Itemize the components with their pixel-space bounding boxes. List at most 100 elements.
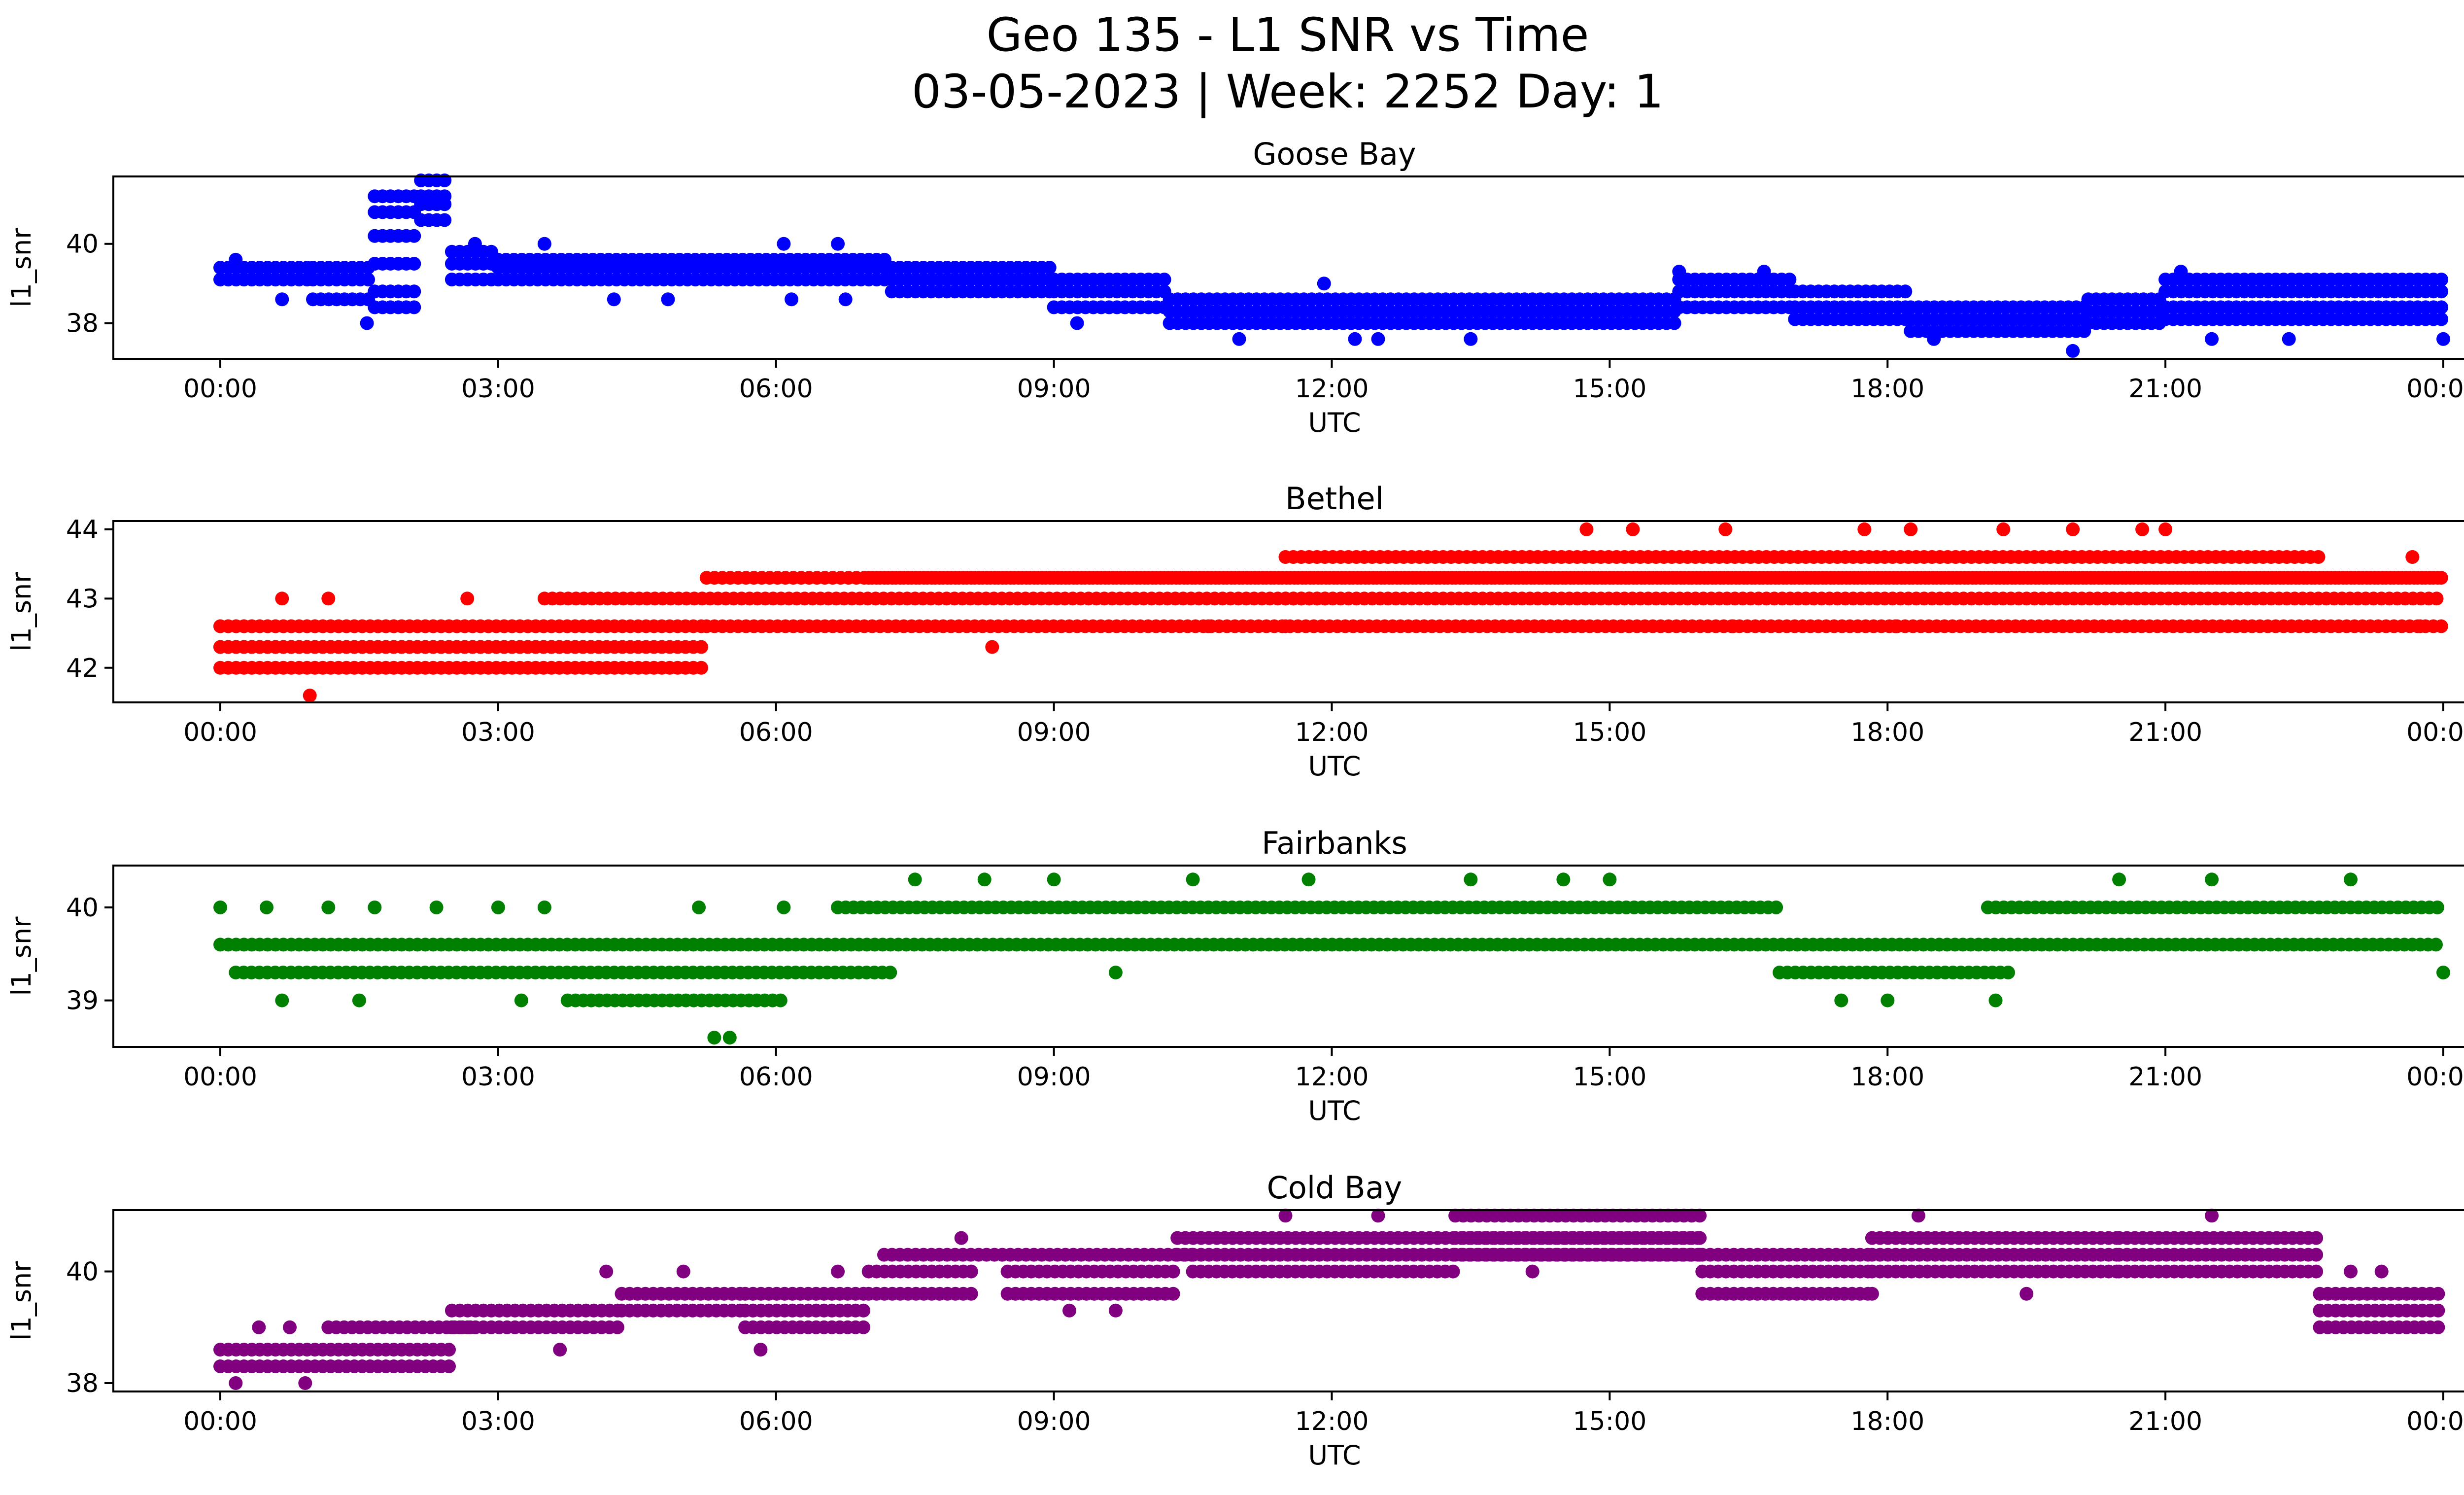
data-point [2436, 966, 2450, 979]
scatter-points [213, 1209, 2445, 1390]
data-point [1988, 993, 2003, 1008]
data-point [1464, 332, 1478, 346]
data-point [352, 993, 366, 1008]
data-point [1166, 1264, 1180, 1279]
data-point [260, 900, 274, 914]
data-point [1042, 261, 1057, 275]
data-point [1278, 619, 1293, 633]
data-point [1757, 265, 1771, 278]
data-point [514, 993, 528, 1008]
x-tick-label: 00:00 [2406, 374, 2464, 404]
data-point [964, 1286, 978, 1301]
data-point [694, 640, 708, 654]
data-point [2431, 1303, 2445, 1318]
chart-panel: Goose Bay 00:00 03:00 06:00 09:00 12:00 15:00 1… [6, 136, 2464, 438]
data-point [2309, 1264, 2324, 1279]
data-point [2413, 619, 2427, 633]
data-point [1301, 872, 1316, 887]
data-point [2436, 332, 2450, 346]
axes-frame [112, 520, 2464, 703]
y-tick-label: 38 [66, 309, 99, 339]
y-tick-label: 40 [66, 893, 99, 923]
data-point [607, 292, 621, 307]
axes-frame [112, 175, 2464, 360]
scatter-points [213, 174, 2450, 358]
data-point [831, 237, 845, 251]
data-point [1911, 1209, 1925, 1223]
data-point [856, 1320, 871, 1334]
data-point [442, 1343, 456, 1357]
y-axis-label: l1_snr [6, 228, 37, 308]
data-point [856, 1303, 871, 1318]
data-point [610, 1320, 624, 1334]
y-tick-label: 39 [66, 986, 99, 1016]
y-axis-label: l1_snr [6, 916, 37, 996]
x-axis-label: UTC [1308, 407, 1361, 438]
data-point [1782, 273, 1797, 287]
data-point [977, 872, 992, 887]
data-point [1232, 332, 1246, 346]
x-tick-label: 12:00 [1295, 374, 1369, 404]
y-axis-label: l1_snr [6, 572, 37, 652]
data-point [2431, 1320, 2445, 1334]
x-tick-label: 00:00 [2406, 1062, 2464, 1092]
y-tick-label: 42 [66, 654, 99, 683]
data-point [553, 1343, 567, 1357]
data-point [537, 900, 551, 914]
data-point [2311, 550, 2326, 564]
data-point [1888, 619, 1902, 633]
data-point [1857, 522, 1872, 536]
data-point [1881, 993, 1895, 1008]
chart-panel: Bethel 00:00 03:00 06:00 09:00 12:00 15:00 18:0… [6, 481, 2464, 782]
data-point [1693, 1209, 1707, 1223]
data-point [1317, 277, 1331, 291]
x-tick-label: 00:00 [183, 1407, 257, 1436]
data-point [2174, 265, 2188, 278]
data-point [1996, 522, 2011, 536]
data-point [1525, 1264, 1540, 1279]
data-point [438, 213, 452, 227]
data-point [2066, 522, 2080, 536]
data-point [1464, 872, 1478, 887]
x-axis-label: UTC [1308, 1440, 1361, 1471]
data-point [692, 900, 706, 914]
data-point [407, 300, 421, 314]
data-point [2135, 522, 2150, 536]
x-tick-label: 18:00 [1850, 1407, 1924, 1436]
data-point [777, 900, 791, 914]
axes-frame [112, 1209, 2464, 1392]
data-point [592, 640, 606, 654]
data-point [2205, 1209, 2219, 1223]
data-point [442, 1359, 456, 1373]
data-point [661, 292, 675, 307]
data-point [2431, 1286, 2445, 1301]
data-point [592, 619, 606, 633]
data-point [2405, 550, 2420, 564]
panels: Goose Bay 00:00 03:00 06:00 09:00 12:00 15:00 1… [6, 136, 2464, 1471]
chart-panel: Cold Bay 00:00 03:00 06:00 09:00 12:00 15:00 18… [6, 1170, 2464, 1471]
x-tick-label: 06:00 [739, 718, 813, 747]
data-point [2158, 522, 2173, 536]
panel-title: Bethel [1285, 481, 1384, 517]
data-point [1047, 872, 1061, 887]
panel-title: Fairbanks [1262, 825, 1407, 861]
data-point [407, 229, 421, 243]
y-tick-label: 38 [66, 1369, 99, 1398]
x-tick-label: 06:00 [739, 374, 813, 404]
data-point [2112, 872, 2126, 887]
x-tick-label: 18:00 [1850, 1062, 1924, 1092]
x-tick-label: 00:00 [2406, 718, 2464, 747]
x-tick-label: 00:00 [183, 374, 257, 404]
x-tick-label: 21:00 [2128, 718, 2202, 747]
x-tick-label: 21:00 [2128, 374, 2202, 404]
data-point [1927, 332, 1941, 346]
data-point [2430, 571, 2445, 585]
data-point [2344, 872, 2358, 887]
data-point [2066, 344, 2080, 358]
data-point [2434, 284, 2449, 299]
data-point [1446, 1264, 1460, 1279]
data-point [1693, 1231, 1707, 1245]
data-point [2309, 1248, 2324, 1262]
data-point [229, 1376, 243, 1390]
scatter-points [213, 872, 2450, 1045]
